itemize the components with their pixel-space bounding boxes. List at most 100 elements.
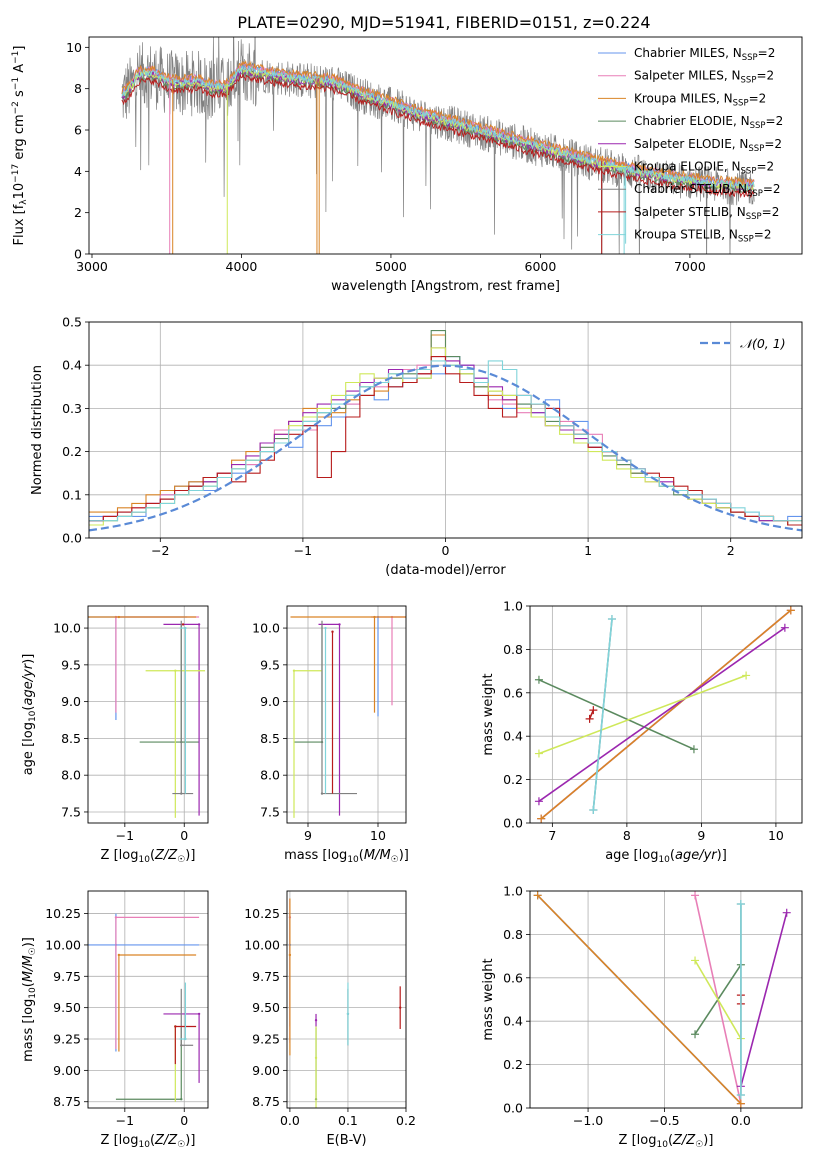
x-tick-label: −1 — [294, 543, 312, 558]
errorbar-point — [346, 1012, 350, 1016]
y-tick-label: 9.0 — [61, 694, 81, 709]
y-axis-label-part: M/M — [21, 955, 36, 982]
legend-suffix: =2 — [754, 228, 772, 242]
errorbar-point — [180, 792, 183, 795]
x-axis-label-part: Z/Z — [154, 848, 178, 863]
y-tick-label: 8.0 — [61, 768, 81, 783]
x-tick-label: 0 — [442, 543, 450, 558]
x-axis-label-part: ( — [670, 848, 675, 863]
x-axis-label: wavelength [Angstrom, rest frame] — [331, 279, 560, 294]
x-tick-label: 2 — [727, 543, 735, 558]
errorbar-point — [174, 1025, 177, 1028]
y-axis-label: mass weight — [481, 958, 496, 1040]
y-tick-label: 8 — [74, 81, 82, 96]
y-tick-label: 0.4 — [62, 358, 82, 373]
weight-marker — [607, 615, 616, 624]
y-tick-label: 6 — [74, 123, 82, 138]
y-tick-label: 9.0 — [260, 694, 280, 709]
x-tick-label: 9 — [697, 828, 705, 843]
weight-marker — [736, 900, 745, 909]
legend-sub: SSP — [750, 121, 766, 131]
y-axis-label-part: age/yr — [21, 662, 36, 705]
y-tick-label: 10.00 — [244, 937, 280, 952]
y-tick-label: 0.4 — [503, 729, 523, 744]
x-tick-label: −1 — [116, 828, 134, 843]
errorbar-point — [324, 626, 327, 630]
x-tick-label: 6000 — [525, 259, 557, 274]
x-axis-label-part: 10 — [138, 1140, 150, 1150]
y-axis-label: Flux [fλ10−17 erg cm−2 s−1 A−1] — [11, 46, 29, 246]
errorbar-point — [117, 953, 121, 957]
age-vs-metallicity-panel: −1 07.58.08.59.09.510.0Z [log10(Z/Z☉)]age… — [21, 605, 209, 865]
legend-label: Kroupa STELIB, N — [634, 228, 738, 242]
x-tick-label: 5000 — [375, 259, 407, 274]
x-axis-label: mass [log10(M/M☉)] — [284, 848, 409, 865]
weight-series-line — [588, 709, 595, 720]
y-tick-label: 0.0 — [62, 531, 82, 546]
y-axis-label-part: )] — [21, 937, 36, 947]
errorbar-point — [180, 1098, 183, 1101]
legend-suffix: =2 — [766, 114, 784, 128]
x-tick-label: −2 — [151, 543, 169, 558]
errorbar-point — [181, 623, 185, 626]
y-tick-label: 9.00 — [53, 1063, 81, 1078]
weight-marker — [534, 797, 543, 806]
errorbar-point — [197, 623, 201, 626]
x-tick-label: 8 — [623, 828, 631, 843]
y-axis-label-part: 10 — [28, 710, 38, 722]
y-axis-label: mass weight — [481, 673, 496, 755]
x-axis-label-part: ☉ — [177, 1140, 185, 1150]
legend-suffix: =2 — [764, 137, 782, 151]
legend-label: Chabrier MILES, N — [634, 46, 742, 60]
x-axis-label-part: 10 — [138, 855, 150, 865]
x-axis-label-part: ( — [150, 848, 155, 863]
x-axis-label-part: 10 — [658, 855, 670, 865]
y-axis-label-part: age [log — [21, 722, 36, 775]
y-tick-label: 8.0 — [260, 768, 280, 783]
axes-frame — [88, 321, 803, 539]
errorbar-point — [114, 916, 118, 919]
legend-suffix: =2 — [756, 160, 774, 174]
legend-entry: Salpeter ELODIE, NSSP=2 — [634, 137, 782, 154]
x-axis-label-part: ( — [359, 848, 364, 863]
y-axis-label-part: s — [12, 90, 27, 101]
legend-entry: Kroupa MILES, NSSP=2 — [634, 91, 766, 108]
y-tick-label: 9.5 — [260, 657, 280, 672]
y-tick-label: 0.2 — [62, 444, 82, 459]
x-tick-label: 0.0 — [280, 1113, 300, 1128]
legend-label: Chabrier ELODIE, N — [634, 114, 750, 128]
y-tick-label: 1.0 — [503, 599, 523, 614]
x-axis-label-part: E(B-V) — [326, 1133, 366, 1148]
weight-marker — [786, 606, 795, 615]
weight-marker — [534, 749, 543, 758]
legend-entry: Chabrier ELODIE, NSSP=2 — [634, 114, 783, 131]
y-tick-label: 9.50 — [252, 1000, 280, 1015]
y-tick-label: 10.00 — [45, 937, 81, 952]
legend-label: Salpeter ELODIE, N — [634, 137, 748, 151]
y-tick-label: 10 — [66, 40, 82, 55]
y-axis-label-part: −17 — [11, 164, 21, 183]
y-axis-label: mass [log10(M/M☉)] — [21, 937, 38, 1062]
y-axis-label-part: ( — [21, 706, 36, 711]
y-tick-label: 0.5 — [62, 315, 82, 330]
x-axis-label: Z [log10(Z/Z☉)] — [101, 1133, 196, 1150]
weight-series-line — [538, 627, 786, 802]
legend-suffix: =2 — [762, 205, 780, 219]
y-tick-label: 8.5 — [260, 731, 280, 746]
x-tick-label: 10 — [768, 828, 784, 843]
errorbar-point — [331, 630, 334, 633]
y-tick-label: 0.4 — [503, 1014, 523, 1029]
x-axis-label-part: 10 — [656, 1140, 668, 1150]
residual-histogram-series — [89, 356, 802, 526]
x-tick-label: 1 — [584, 543, 592, 558]
age_vs_mass-plot-area — [290, 615, 406, 818]
errorbar-point — [184, 1037, 187, 1041]
x-axis-label-part: Z [log — [619, 1133, 657, 1148]
x-tick-label: 9 — [304, 828, 312, 843]
errorbar-point — [180, 1044, 183, 1047]
y-tick-label: 9.00 — [252, 1063, 280, 1078]
weight-series-line — [694, 959, 742, 1040]
legend-sub: SSP — [738, 235, 754, 245]
legend-suffix: =2 — [763, 182, 781, 196]
